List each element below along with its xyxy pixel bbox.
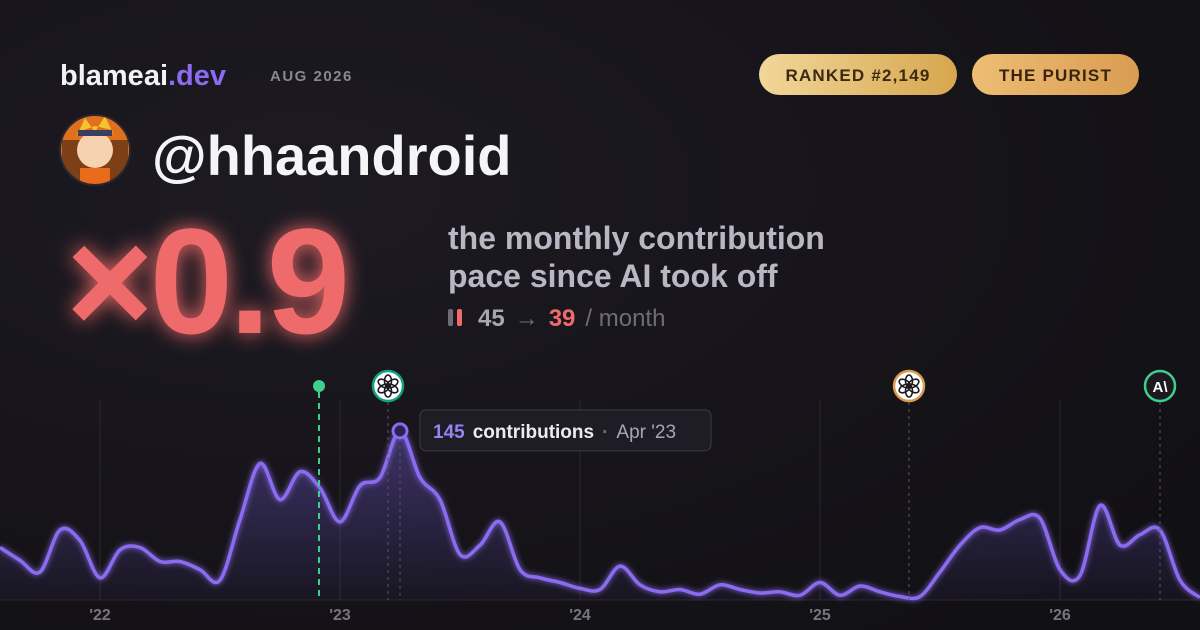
badge [759,54,957,95]
chart: '22 '23 '24 '25 '26 A\ 145 contributions · Apr '2… [0,369,1200,624]
event-label: A\ [1153,379,1169,396]
badge [972,54,1139,95]
brand: blameai.dev [60,60,226,92]
highlight-point [391,422,409,440]
tooltip-date: Apr '23 [616,422,676,443]
tooltip-unit: contributions [473,422,594,443]
openai-petal [898,378,911,389]
tooltip [419,409,712,452]
pace-icon [448,309,453,326]
multiplier: ×0.9 [66,197,346,365]
handle: @hhaandroid [152,124,512,187]
badge-label: RANKED #2,149 [785,66,930,85]
openai-petal [377,378,390,389]
pace-icon [457,309,462,326]
x-tick-label: '25 [809,607,831,624]
event-dot [313,380,325,392]
x-tick-label: '22 [89,607,111,624]
x-tick-label: '23 [329,607,351,624]
avatar-ring [59,114,131,186]
tooltip-sep: · [602,422,608,443]
tooltip-value: 145 [433,422,465,443]
period: AUG 2026 [270,68,353,85]
tooltip-text: 145 contributions · Apr '23 [433,422,676,443]
x-tick-label: '26 [1049,607,1071,624]
description: the monthly contribution [448,220,825,256]
x-tick-label: '24 [569,607,591,624]
pace: 45 → 39/ month [478,305,665,332]
line [0,429,1200,601]
badge-label: THE PURIST [999,66,1112,85]
event-icon [1143,369,1177,403]
description: pace since AI took off [448,258,778,294]
